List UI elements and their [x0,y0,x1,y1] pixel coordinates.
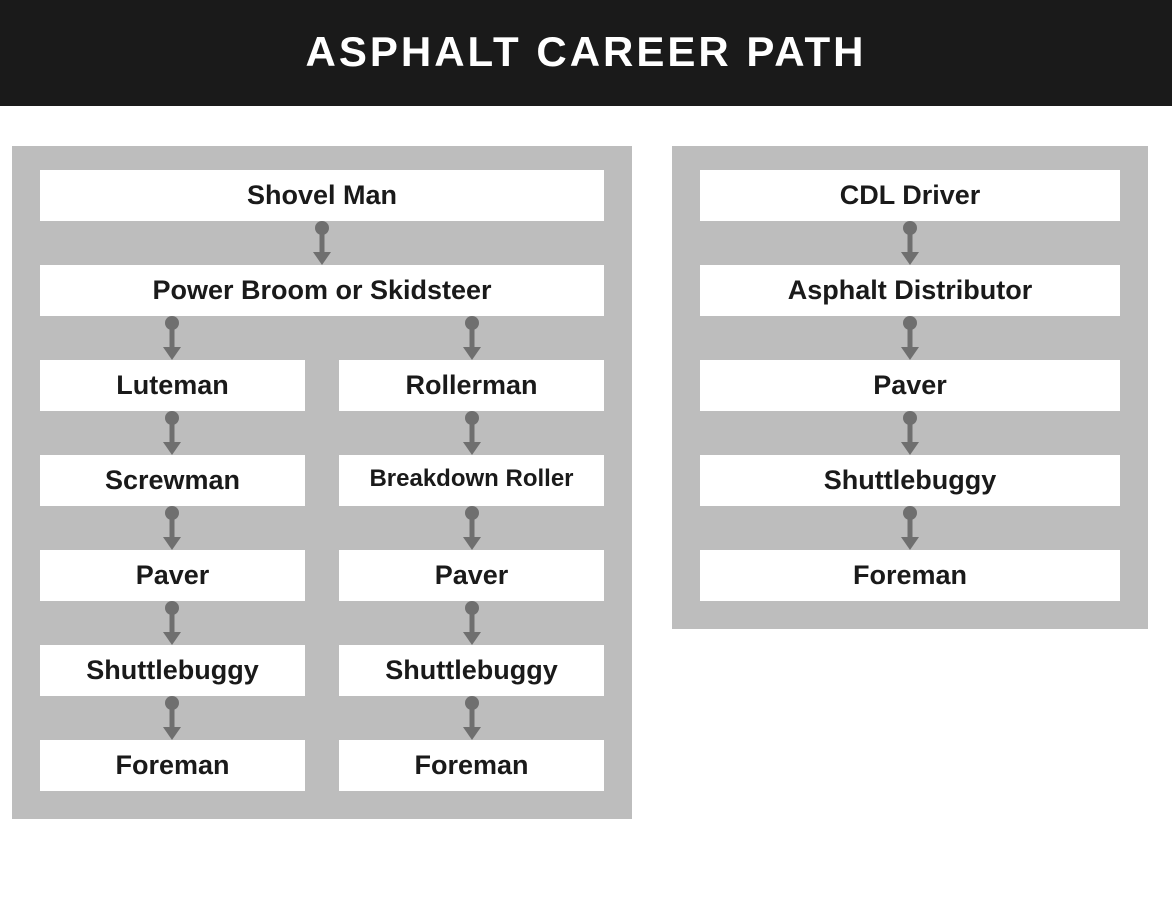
arrow-down-icon [900,506,920,550]
arrow-down-icon [900,411,920,455]
arrow-down-icon [900,221,920,265]
node-shuttlebuggy-r: Shuttlebuggy [700,455,1120,506]
node-foreman-a: Foreman [40,740,305,791]
node-cdl-driver: CDL Driver [700,170,1120,221]
arrow-row [700,506,1120,550]
node-shuttlebuggy-a: Shuttlebuggy [40,645,305,696]
node-power-broom: Power Broom or Skidsteer [40,265,604,316]
arrow-down-icon [900,316,920,360]
node-luteman: Luteman [40,360,305,411]
node-foreman-r: Foreman [700,550,1120,601]
arrow-down-icon [462,601,482,645]
node-paver-r: Paver [700,360,1120,411]
diagram-content: Shovel Man Power Broom or Skidsteer Lute… [0,106,1172,819]
arrow-row [40,696,604,740]
node-shuttlebuggy-b: Shuttlebuggy [339,645,604,696]
arrow-down-icon [462,696,482,740]
arrow-row [700,316,1120,360]
node-asphalt-distributor: Asphalt Distributor [700,265,1120,316]
arrow-row [40,316,604,360]
arrow-down-icon [312,221,332,265]
left-career-panel: Shovel Man Power Broom or Skidsteer Lute… [12,146,632,819]
page-title: ASPHALT CAREER PATH [0,0,1172,106]
arrow-down-icon [162,696,182,740]
node-shovel-man: Shovel Man [40,170,604,221]
arrow-row [40,221,604,265]
arrow-row [700,221,1120,265]
arrow-row [700,411,1120,455]
node-paver-b: Paver [339,550,604,601]
arrow-down-icon [462,316,482,360]
node-breakdown-roller: Breakdown Roller [339,455,604,506]
node-paver-a: Paver [40,550,305,601]
arrow-down-icon [162,601,182,645]
arrow-down-icon [162,411,182,455]
node-rollerman: Rollerman [339,360,604,411]
right-career-panel: CDL Driver Asphalt Distributor Paver Shu… [672,146,1148,629]
arrow-down-icon [162,506,182,550]
arrow-row [40,506,604,550]
node-screwman: Screwman [40,455,305,506]
arrow-down-icon [462,506,482,550]
arrow-down-icon [162,316,182,360]
arrow-row [40,411,604,455]
node-foreman-b: Foreman [339,740,604,791]
arrow-down-icon [462,411,482,455]
arrow-row [40,601,604,645]
